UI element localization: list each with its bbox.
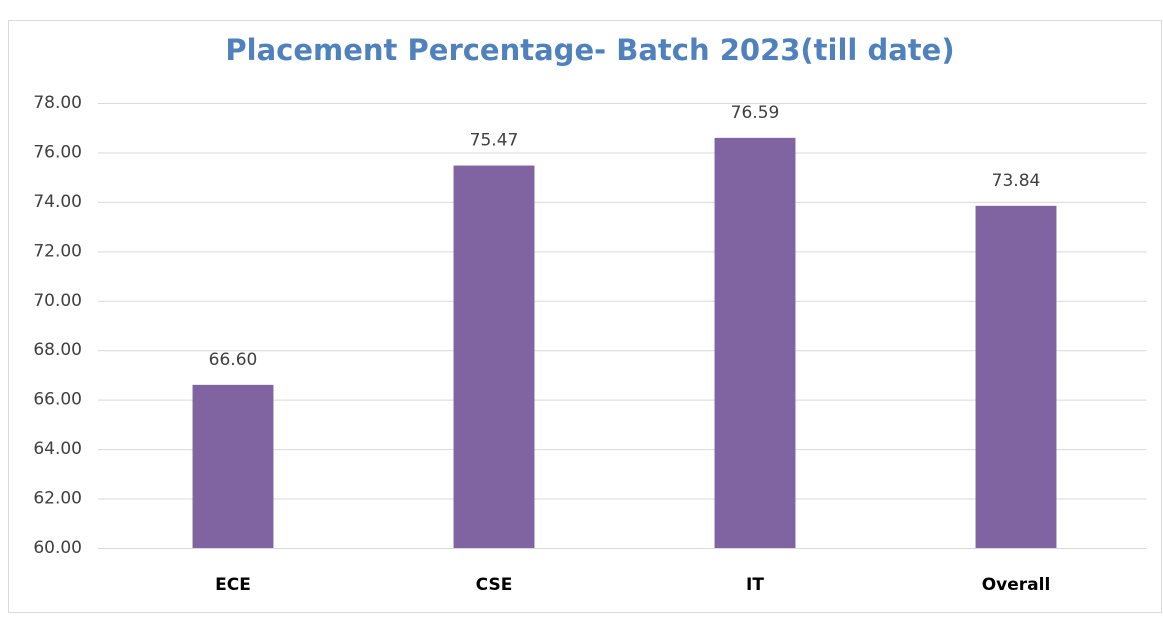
bar [975, 205, 1057, 548]
bar [192, 384, 274, 548]
data-label: 76.59 [731, 103, 780, 123]
data-label: 66.60 [209, 350, 258, 370]
y-tick-label: 60.00 [33, 538, 82, 558]
y-tick-label: 62.00 [33, 489, 82, 509]
y-tick-label: 64.00 [33, 439, 82, 459]
y-tick-label: 76.00 [33, 142, 82, 162]
data-label: 75.47 [470, 131, 519, 151]
y-tick-label: 66.00 [33, 390, 82, 410]
y-tick-label: 70.00 [33, 291, 82, 311]
x-tick-label: ECE [215, 575, 251, 595]
x-tick-label: CSE [476, 575, 513, 595]
y-tick-label: 78.00 [33, 93, 82, 113]
y-tick-label: 72.00 [33, 241, 82, 261]
y-tick-label: 74.00 [33, 192, 82, 212]
x-tick-label: Overall [982, 575, 1051, 595]
data-label: 73.84 [992, 171, 1041, 191]
bar [453, 165, 535, 548]
bar [714, 137, 796, 548]
y-tick-label: 68.00 [33, 340, 82, 360]
x-tick-label: IT [746, 575, 764, 595]
chart-title: Placement Percentage- Batch 2023(till da… [225, 33, 954, 67]
